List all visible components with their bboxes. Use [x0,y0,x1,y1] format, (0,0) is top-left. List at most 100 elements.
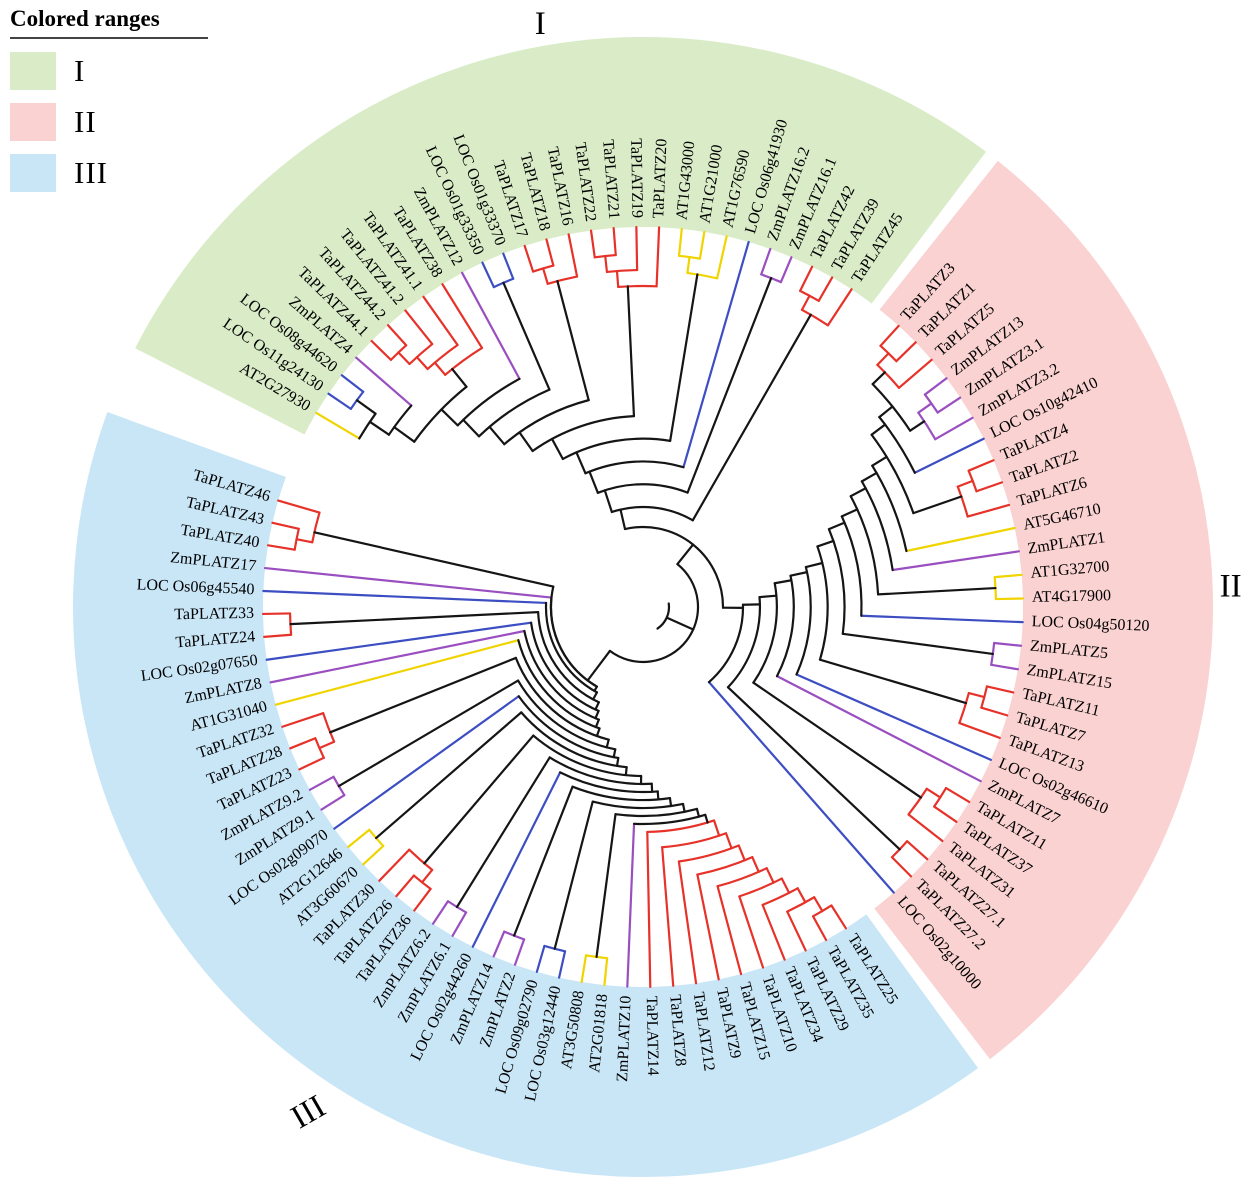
tree-arc [559,771,659,794]
tree-arc [646,819,716,834]
tree-branch [724,832,733,850]
tree-branch [433,361,447,376]
tree-branch [967,691,986,699]
tree-branch [298,756,325,771]
tree-arc [605,268,639,274]
taxon-label: AT4G17900 [1032,587,1111,606]
tree-branch [440,408,459,427]
tree-branch [431,900,450,925]
tree-branch [993,641,1023,647]
tree-branch [368,420,391,436]
tree-branch [661,846,675,987]
tree-branch [626,285,636,418]
tree-arc [561,437,672,461]
tree-arc [878,416,916,474]
tree-branch [347,828,371,848]
tree-branch [780,877,791,894]
tree-branch [612,227,617,257]
taxon-label: TaPLATZ19 [627,138,645,218]
tree-branch [266,544,296,551]
tree-branch [775,675,982,783]
tree-branch [604,254,609,274]
tree-branch [827,521,846,531]
tree-branch [455,756,551,909]
taxon-label: TaPLATZ20 [650,138,670,218]
tree-branch [451,911,468,937]
tree-arc [761,887,799,906]
tree-branch [681,802,686,813]
tree-branch [315,411,361,440]
tree-branch [686,276,773,494]
tree-arc [523,629,600,721]
tree-branch [413,887,432,912]
tree-branch [462,418,481,438]
tree-branch [933,805,958,823]
tree-branch [707,681,895,894]
tree-branch [966,503,1011,518]
legend-label-II: II [74,104,97,139]
tree-branch [593,649,611,672]
tree-branch [340,374,365,393]
tree-arc [716,867,768,888]
tree-branch [944,786,971,804]
tree-branch [594,709,600,720]
tree-branch [907,813,944,843]
tree-branch [274,639,520,706]
tree-arc [591,800,685,810]
tree-branch [677,860,698,985]
tree-branch [925,787,942,799]
taxon-label: ZmPLATZ10 [614,995,635,1082]
tree-branch [818,658,968,705]
tree-arc [514,656,610,741]
tree-branch [513,785,574,937]
tree-branch [789,571,809,577]
tree-arc [840,515,863,617]
tree-branch [909,420,926,432]
taxon-label: TaPLATZ33 [174,605,254,623]
legend-item-group-3: III [10,154,208,192]
tree-branch [912,495,963,515]
tree-branch [542,267,549,285]
tree-branch [712,819,721,837]
tree-branch [635,225,639,272]
tree-branch [421,868,434,884]
tree-branch [395,874,416,898]
tree-branch [327,392,352,410]
tree-arc [413,385,468,443]
tree-branch [603,957,609,987]
tree-arc [537,610,600,704]
tree-arc [608,563,700,664]
tree-branch [830,904,847,930]
tree-branch [923,377,948,396]
tree-branch [370,339,393,361]
tree-branch [993,573,1023,579]
tree-arc [408,342,434,366]
tree-branch [878,405,894,419]
tree-branch [289,610,540,626]
tree-branch [871,455,888,467]
tree-branch [626,822,636,988]
tree-branch [320,794,346,811]
taxon-label: TaPLATZ14 [643,996,662,1076]
tree-branch [985,685,1015,694]
tree-branch [295,538,314,544]
group-label-III: III [285,1089,332,1137]
tree-branch [263,566,553,599]
tree-branch [752,681,923,799]
tree-branch [800,294,811,311]
tree-arc [532,734,643,778]
tree-arc [677,844,740,863]
legend-label-III: III [74,155,108,190]
tree-branch [594,718,600,729]
tree-branch [779,256,793,284]
tree-arc [752,582,778,684]
tree-branch [704,813,709,824]
tree-branch [695,807,701,818]
tree-arc [529,621,600,713]
tree-branch [580,954,588,984]
tree-branch [913,437,985,474]
tree-arc [656,602,671,630]
tree-branch [615,756,620,767]
tree-arc [617,284,658,289]
tree-branch [737,844,746,862]
